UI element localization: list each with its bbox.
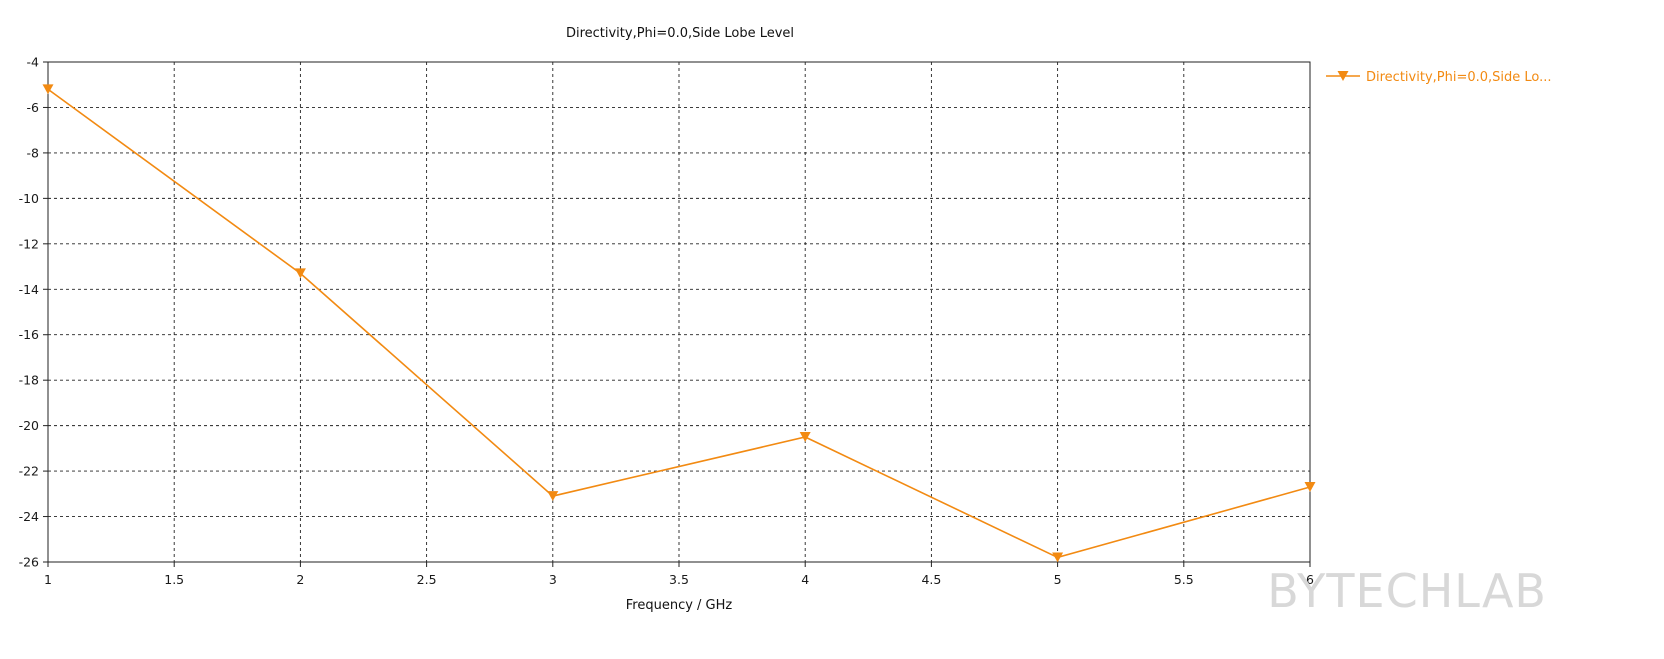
y-tick-label: -8	[27, 145, 40, 160]
x-axis-ticks: 1 1.5 2 2.5 3 3.5 4 4.5 5 5.5 6	[44, 562, 1314, 587]
y-tick-label: -6	[27, 100, 40, 115]
y-tick-label: -16	[19, 327, 39, 342]
data-point-marker	[547, 491, 559, 502]
y-tick-label: -18	[19, 373, 39, 388]
x-tick-label: 4.5	[921, 572, 941, 587]
grid	[48, 62, 1310, 562]
x-tick-label: 3	[549, 572, 557, 587]
x-tick-label: 2	[296, 572, 304, 587]
x-axis-label: Frequency / GHz	[626, 598, 733, 613]
data-point-marker	[1304, 482, 1316, 492]
plot-area	[47, 61, 1311, 563]
x-tick-label: 1	[44, 572, 52, 587]
legend-label: Directivity,Phi=0.0,Side Lo...	[1366, 70, 1552, 85]
x-tick-label: 5	[1054, 572, 1062, 587]
y-tick-label: -12	[19, 236, 39, 251]
legend-marker	[1337, 71, 1349, 81]
y-tick-label: -22	[19, 464, 39, 479]
x-tick-label: 2.5	[417, 572, 437, 587]
data-point-marker	[42, 84, 54, 95]
watermark: BYTECHLAB	[1267, 564, 1547, 618]
y-tick-label: -20	[19, 418, 39, 433]
y-tick-label: -10	[19, 191, 39, 206]
data-point-marker	[799, 432, 811, 442]
x-tick-label: 5.5	[1174, 572, 1194, 587]
y-axis-ticks: -4 -6 -8 -10 -12 -14 -16 -18 -20 -22 -24 -26	[19, 55, 48, 570]
series-line	[47, 88, 1311, 559]
x-tick-label: 6	[1306, 572, 1314, 587]
series-layer	[42, 84, 1316, 563]
legend[interactable]: Directivity,Phi=0.0,Side Lo...	[1326, 70, 1552, 85]
y-tick-label: -26	[19, 555, 39, 570]
x-tick-label: 3.5	[669, 572, 689, 587]
y-tick-label: -14	[19, 282, 39, 297]
chart-title: Directivity,Phi=0.0,Side Lobe Level	[566, 26, 794, 41]
data-point-marker	[294, 268, 306, 279]
data-point-marker	[1052, 552, 1064, 563]
x-tick-label: 4	[801, 572, 809, 587]
y-tick-label: -4	[27, 55, 40, 70]
y-tick-label: -24	[19, 509, 39, 524]
x-tick-label: 1.5	[164, 572, 184, 587]
